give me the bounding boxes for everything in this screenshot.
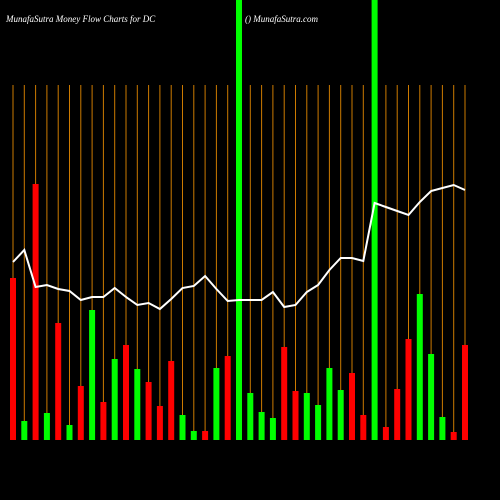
chart-title: MunafaSutra Money Flow Charts for DC [5, 14, 156, 24]
bar [213, 368, 220, 440]
bar [394, 389, 401, 440]
bar [202, 431, 209, 440]
bar [326, 368, 333, 440]
bar [179, 415, 186, 440]
bar [349, 373, 355, 440]
bar [224, 356, 231, 440]
bar [168, 361, 175, 440]
bar [428, 354, 435, 440]
bar [21, 421, 28, 440]
bar [123, 345, 129, 440]
bar [247, 393, 254, 440]
bar [281, 347, 288, 440]
bar [462, 345, 468, 440]
bar [111, 359, 118, 440]
bar [439, 417, 446, 440]
bar [371, 0, 378, 440]
bar [77, 386, 84, 440]
bar [43, 413, 50, 440]
bar [269, 418, 276, 440]
bar [10, 278, 16, 440]
bar [416, 294, 423, 440]
bar [89, 310, 96, 440]
bar [405, 339, 412, 440]
chart-subtitle: () MunafaSutra.com [245, 14, 318, 24]
bar [450, 432, 457, 440]
bar [55, 323, 62, 440]
bar [315, 405, 322, 440]
bar [382, 427, 389, 440]
bar [100, 402, 107, 440]
bar [66, 425, 73, 440]
bar [156, 406, 163, 440]
bar [32, 184, 39, 440]
bar [145, 382, 152, 440]
bar [360, 415, 367, 440]
bar [303, 393, 310, 440]
bar [134, 369, 141, 440]
bar [236, 0, 242, 440]
bar [292, 391, 299, 440]
bar [337, 390, 344, 440]
bar [258, 412, 265, 440]
bar [190, 431, 197, 440]
money-flow-line [12, 183, 466, 311]
